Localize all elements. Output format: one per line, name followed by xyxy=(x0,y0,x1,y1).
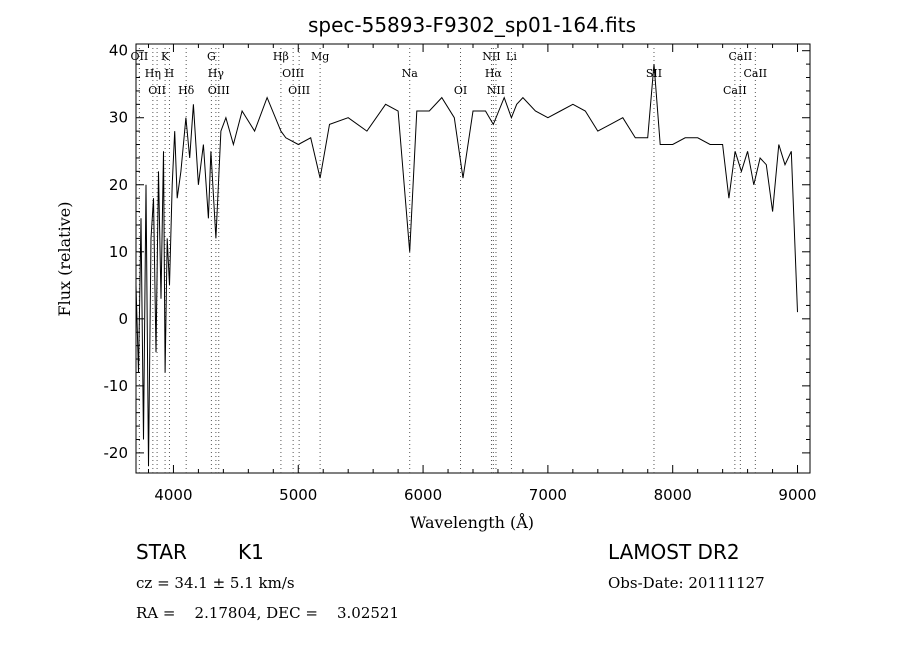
redshift-info: cz = 34.1 ± 5.1 km/s xyxy=(136,574,295,592)
object-class: STAR xyxy=(136,540,187,564)
line-marker-label: Mg xyxy=(311,50,329,63)
line-marker-label: Hβ xyxy=(273,50,289,63)
line-marker-label: NII xyxy=(487,84,505,97)
coordinates: RA = 2.17804, DEC = 3.02521 xyxy=(136,604,399,622)
line-marker-label: H xyxy=(165,67,175,80)
line-marker-label: OIII xyxy=(288,84,310,97)
object-subclass: K1 xyxy=(238,540,264,564)
spectrum-line xyxy=(135,64,798,467)
line-marker-label: G xyxy=(207,50,216,63)
y-tick-label: 20 xyxy=(109,176,128,194)
line-marker-label: Na xyxy=(402,67,419,80)
line-marker-label: SII xyxy=(646,67,662,80)
line-marker-label: Li xyxy=(506,50,517,63)
y-tick-label: -10 xyxy=(104,377,129,395)
survey-name: LAMOST DR2 xyxy=(608,540,740,564)
line-marker-label: CaII xyxy=(723,84,747,97)
x-tick-label: 9000 xyxy=(778,486,816,504)
y-axis-label: Flux (relative) xyxy=(55,202,74,317)
observation-date: Obs-Date: 20111127 xyxy=(608,574,765,592)
y-tick-label: 0 xyxy=(118,310,128,328)
y-tick-label: -20 xyxy=(104,444,129,462)
x-tick-label: 5000 xyxy=(279,486,317,504)
line-marker-label: CaII xyxy=(743,67,767,80)
line-marker-label: OII xyxy=(131,50,149,63)
line-marker-label: K xyxy=(161,50,170,63)
line-marker-label: OII xyxy=(148,84,166,97)
line-marker-label: NII xyxy=(482,50,500,63)
line-marker-label: OIII xyxy=(282,67,304,80)
axis-ticks: 4000 5000 6000 7000 8000 9000 -20 -10 0 10 20 30 40 xyxy=(104,42,817,504)
y-tick-label: 10 xyxy=(109,243,128,261)
y-tick-label: 30 xyxy=(109,109,128,127)
line-marker-label: Hδ xyxy=(178,84,195,97)
x-axis-label: Wavelength (Å) xyxy=(410,512,534,532)
line-marker-label: Hγ xyxy=(208,67,225,80)
x-tick-label: 6000 xyxy=(404,486,442,504)
line-marker-label: CaII xyxy=(729,50,753,63)
plot-frame xyxy=(135,43,811,474)
x-tick-label: 8000 xyxy=(654,486,692,504)
chart-title: spec-55893-F9302_sp01-164.fits xyxy=(308,13,636,37)
y-tick-label: 40 xyxy=(109,42,128,60)
line-marker-label: OIII xyxy=(208,84,230,97)
line-marker-label: Hα xyxy=(485,67,503,80)
line-marker-label: Hη xyxy=(145,67,161,80)
x-tick-label: 7000 xyxy=(529,486,567,504)
line-marker-label: OI xyxy=(454,84,467,97)
x-tick-label: 4000 xyxy=(154,486,192,504)
